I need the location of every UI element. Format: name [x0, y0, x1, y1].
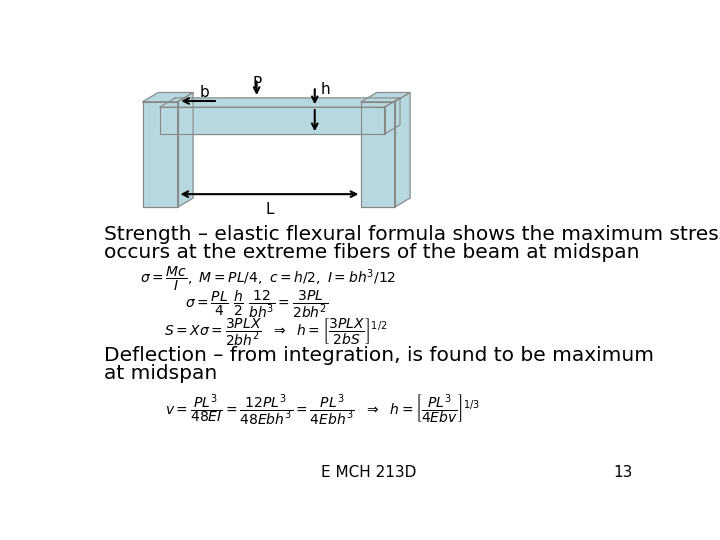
Polygon shape	[160, 98, 400, 107]
Text: h: h	[321, 82, 330, 97]
Text: P: P	[252, 76, 261, 91]
Polygon shape	[361, 102, 395, 207]
Polygon shape	[178, 92, 193, 207]
Text: Deflection – from integration, is found to be maximum: Deflection – from integration, is found …	[104, 346, 654, 365]
Text: E MCH 213D: E MCH 213D	[321, 465, 417, 480]
Text: $S = X\sigma = \dfrac{3PLX}{2bh^2}\ \ \Rightarrow\ \ h = \left[\dfrac{3PLX}{2bS}: $S = X\sigma = \dfrac{3PLX}{2bh^2}\ \ \R…	[164, 316, 387, 348]
Polygon shape	[143, 102, 178, 207]
Text: L: L	[265, 202, 274, 217]
Text: at midspan: at midspan	[104, 364, 217, 383]
Polygon shape	[395, 92, 410, 207]
Polygon shape	[143, 92, 193, 102]
Text: $\sigma = \dfrac{Mc}{I},\ M = PL/4,\ c = h/2,\ I = bh^3/12$: $\sigma = \dfrac{Mc}{I},\ M = PL/4,\ c =…	[140, 265, 397, 293]
Text: $\sigma = \dfrac{PL}{4}\ \dfrac{h}{2}\ \dfrac{12}{bh^3} = \dfrac{3PL}{2bh^2}$: $\sigma = \dfrac{PL}{4}\ \dfrac{h}{2}\ \…	[185, 288, 328, 320]
Text: occurs at the extreme fibers of the beam at midspan: occurs at the extreme fibers of the beam…	[104, 244, 639, 262]
Polygon shape	[361, 92, 410, 102]
Text: 13: 13	[613, 465, 632, 480]
Polygon shape	[160, 107, 384, 134]
Text: $v = \dfrac{PL^3}{48EI} = \dfrac{12PL^3}{48Ebh^3} = \dfrac{PL^3}{4Ebh^3}\ \ \Rig: $v = \dfrac{PL^3}{48EI} = \dfrac{12PL^3}…	[165, 392, 480, 428]
Text: b: b	[200, 85, 210, 100]
Text: Strength – elastic flexural formula shows the maximum stress: Strength – elastic flexural formula show…	[104, 225, 720, 244]
Polygon shape	[384, 98, 400, 134]
